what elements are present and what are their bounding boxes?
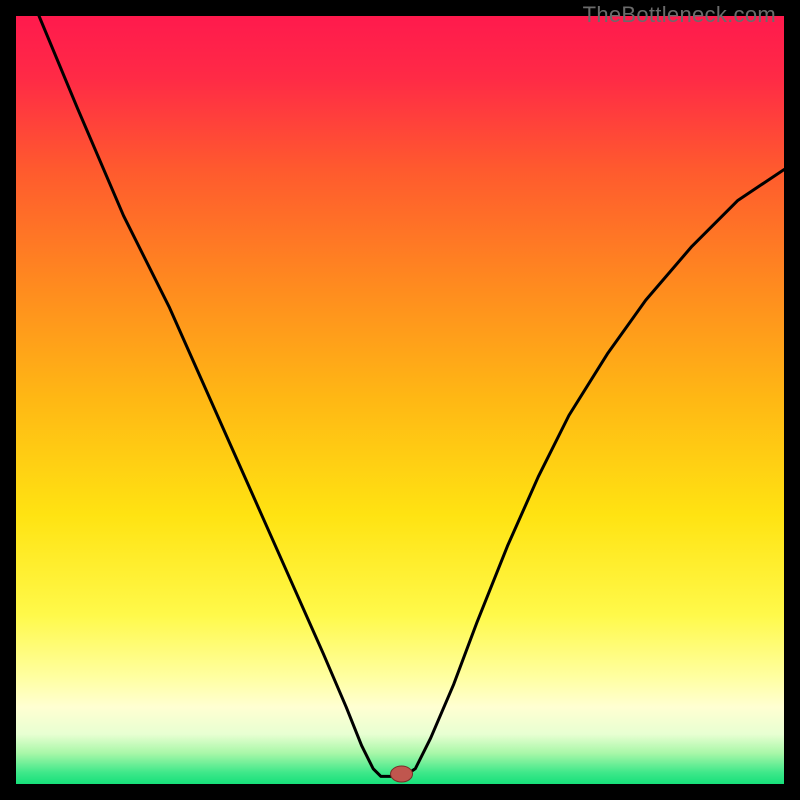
bottleneck-chart [0,0,800,800]
optimal-point-marker [391,766,413,782]
watermark-text: TheBottleneck.com [583,2,776,28]
gradient-background [16,16,784,784]
figure-container: TheBottleneck.com [0,0,800,800]
